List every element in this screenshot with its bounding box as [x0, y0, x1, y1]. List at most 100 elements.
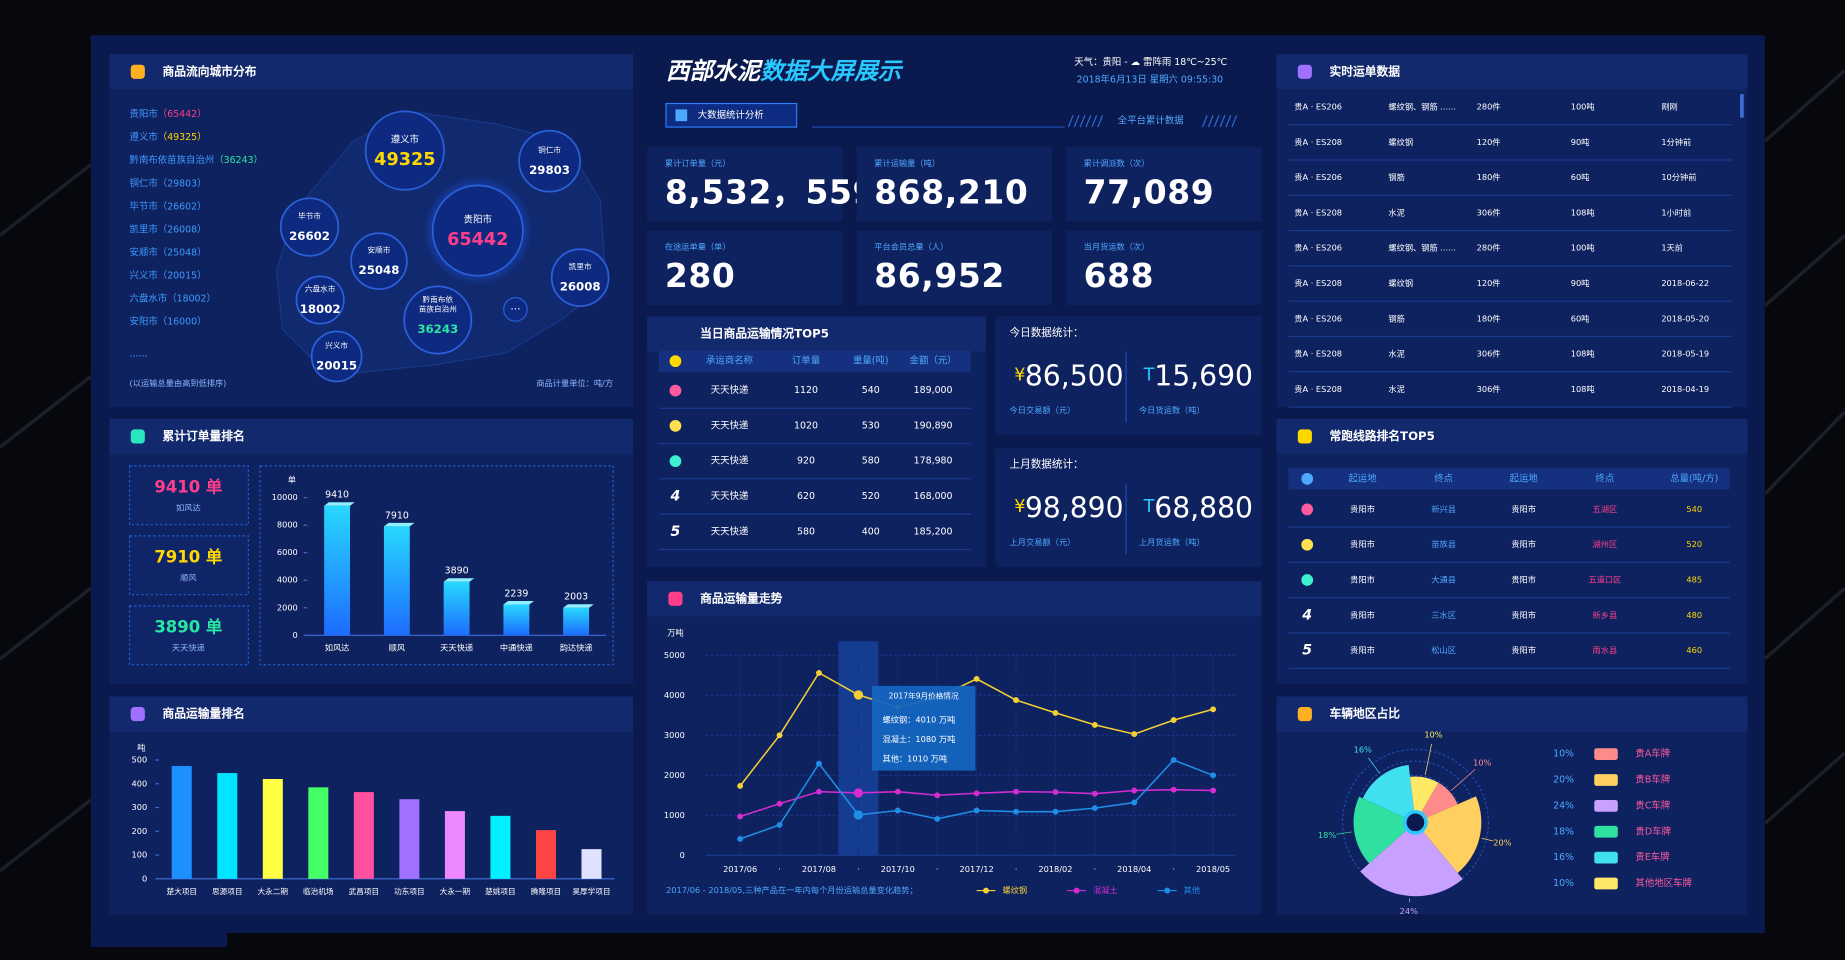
- kpi-label: 在途运单量（单）: [665, 242, 731, 252]
- series-point: [1091, 721, 1098, 728]
- table-cell: 湖州区: [1593, 539, 1618, 549]
- bar: [262, 779, 283, 879]
- table-cell: 1020: [794, 420, 818, 431]
- realtime-cell: 贵A · ES206: [1294, 243, 1342, 253]
- y-tick-label: 4000: [664, 690, 685, 700]
- table-header-cell: 重量(吨): [853, 355, 889, 367]
- city-bubble: [364, 110, 445, 191]
- panel-header: [647, 316, 987, 352]
- series-point: [1170, 757, 1177, 764]
- series-point: [1131, 787, 1138, 794]
- city-list-item: 凯里市（26008）: [130, 223, 207, 235]
- series-point: [816, 788, 822, 795]
- realtime-cell: 108吨: [1571, 349, 1595, 359]
- table-cell: 三水区: [1431, 610, 1456, 620]
- realtime-cell: 刚刚: [1661, 102, 1677, 112]
- kpi-value: 8,532，559: [665, 173, 876, 212]
- city-bubble: [350, 232, 408, 290]
- chart-frame: [259, 465, 614, 666]
- realtime-cell: 水泥: [1388, 384, 1404, 394]
- realtime-cell: 贵A · ES208: [1294, 207, 1342, 217]
- table-cell: 天天快递: [711, 455, 749, 467]
- legend-swatch: [1594, 877, 1618, 890]
- table-header-cell: 起运地: [1348, 472, 1377, 484]
- table-cell: 400: [862, 526, 880, 537]
- bubble-name: 兴义市: [325, 340, 348, 350]
- x-tick-label: 中通快递: [500, 643, 533, 653]
- kpi-value: 86,952: [874, 256, 1005, 295]
- city-list-item: 遵义市（49325）: [130, 131, 207, 143]
- stats-value: 86,500: [1025, 360, 1124, 393]
- realtime-cell: 2018-06-22: [1661, 278, 1709, 288]
- rank-card: [128, 465, 249, 526]
- series-point: [776, 800, 783, 807]
- table-cell: 贵阳市: [1511, 575, 1536, 585]
- legend-percent: 20%: [1553, 775, 1574, 786]
- realtime-cell: 90吨: [1571, 278, 1590, 288]
- city-list-item: 安顺市（25048）: [130, 246, 207, 258]
- pie-slice: [1422, 796, 1482, 873]
- frame-tab: [90, 932, 228, 948]
- bar: [308, 787, 329, 879]
- kpi-label: 当月货运数（次）: [1084, 242, 1150, 252]
- bar-value-label: 9410: [325, 490, 349, 501]
- series-point: [1013, 697, 1019, 704]
- y-tick-label: 2000: [664, 770, 685, 780]
- stats-value: 68,880: [1154, 491, 1253, 524]
- bar-value-label: 2003: [564, 592, 588, 603]
- table-cell: 天天快递: [711, 419, 749, 431]
- series-point: [853, 690, 864, 700]
- rank-medal: [669, 455, 682, 468]
- table-cell: 贵阳市: [1350, 504, 1375, 514]
- x-tick-label: 功东项目: [394, 886, 425, 896]
- bar: [581, 849, 602, 879]
- series-point: [1210, 772, 1217, 779]
- table-cell: 530: [862, 420, 880, 431]
- legend-label: 贵E车牌: [1635, 851, 1669, 863]
- bar: [563, 607, 590, 636]
- rank-medal: [1301, 503, 1314, 516]
- city-value: （65442）: [158, 109, 207, 120]
- panel-header: [647, 581, 1262, 617]
- series-point: [1170, 717, 1177, 724]
- y-tick-label: 1000: [664, 810, 685, 820]
- realtime-cell: 钢筋: [1388, 313, 1404, 323]
- stats-label: 上月货运数（吨）: [1139, 537, 1205, 547]
- bar-top: [443, 578, 475, 582]
- realtime-cell: 螺纹钢: [1388, 137, 1413, 147]
- series-point: [1013, 788, 1019, 795]
- card-name: 天天快递: [172, 643, 205, 653]
- series-point: [737, 813, 744, 820]
- city-name: 毕节市: [130, 200, 158, 212]
- stats-label: 今日货运数（吨）: [1139, 405, 1205, 415]
- legend-label: 贵D车牌: [1635, 825, 1670, 837]
- highlight-band: [838, 641, 879, 856]
- legend-swatch: [1594, 851, 1618, 864]
- legend-percent: 10%: [1553, 749, 1574, 760]
- table-header-cell: 订单量: [792, 355, 820, 367]
- realtime-cell: 10分钟前: [1661, 172, 1696, 182]
- legend-percent: 18%: [1553, 826, 1574, 837]
- x-tick-label: ·: [1172, 864, 1175, 874]
- x-tick-label: 2018/04: [1117, 864, 1151, 874]
- city-value: （29803）: [158, 178, 207, 189]
- city-note: (以运输总量由高到低排序): [130, 378, 227, 388]
- series-point: [1091, 790, 1098, 797]
- legend-label: 贵B车牌: [1635, 774, 1670, 786]
- pie-slice: [1362, 764, 1415, 818]
- header-slashes: [1067, 115, 1238, 128]
- x-tick-label: ·: [936, 864, 939, 874]
- realtime-cell: 水泥: [1388, 349, 1404, 359]
- pie-center: [1403, 810, 1428, 835]
- city-bubble: [295, 275, 345, 325]
- legend-dot: [1164, 887, 1171, 894]
- analysis-button[interactable]: [665, 102, 798, 128]
- tooltip: [871, 685, 976, 771]
- kpi-label: 平台会员总量（人）: [874, 242, 948, 252]
- realtime-cell: 贵A · ES206: [1294, 313, 1342, 323]
- city-list-item: 铜仁市（29803）: [130, 177, 207, 189]
- rank-medal: [669, 420, 682, 432]
- pie-slice: [1410, 776, 1439, 813]
- bar-top: [503, 600, 535, 605]
